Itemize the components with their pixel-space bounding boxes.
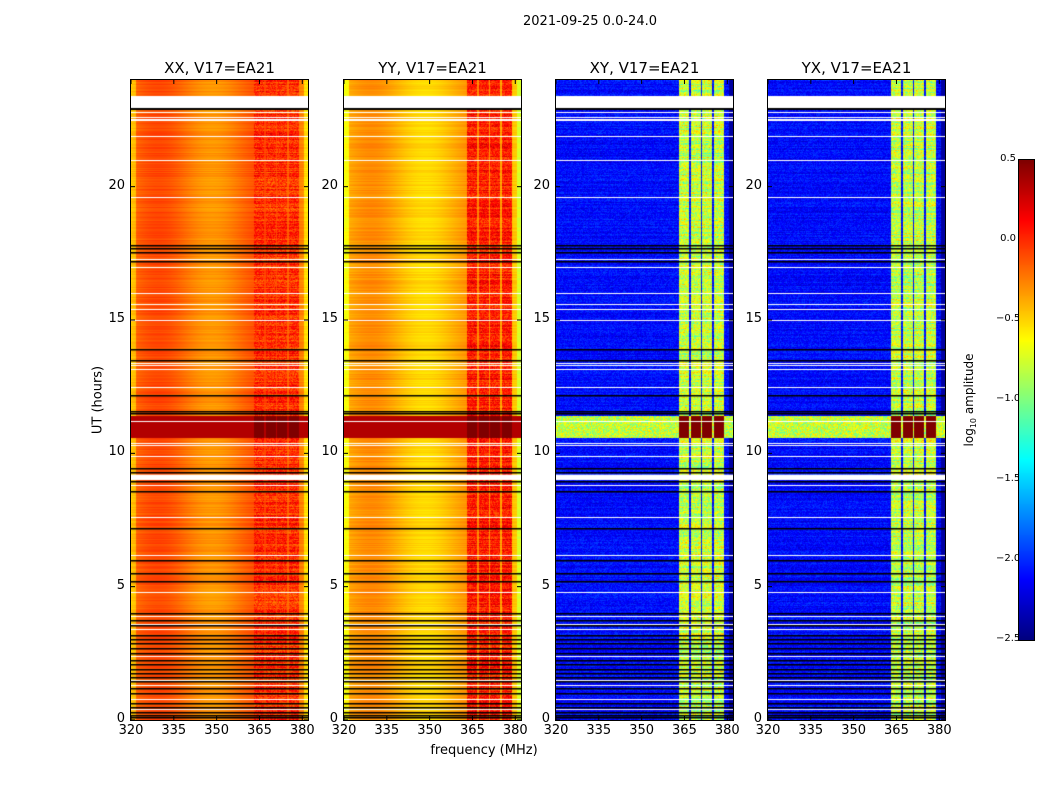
- x-tick-label: 365: [884, 723, 909, 738]
- y-tick-label: 10: [533, 444, 550, 460]
- x-tick-label: 380: [714, 723, 740, 738]
- figure-title: 2021-09-25 0.0-24.0: [523, 14, 657, 29]
- y-tick-label: 0: [753, 711, 762, 726]
- y-tick-label: 5: [753, 577, 762, 593]
- heatmap-yy: [343, 79, 522, 721]
- heatmap-canvas-xy: [556, 80, 733, 720]
- x-tick-label: 335: [161, 723, 187, 738]
- heatmap-yx: [767, 79, 946, 721]
- y-tick-label: 5: [329, 577, 338, 593]
- y-tick-label: 15: [745, 311, 762, 326]
- y-tick-label: 15: [321, 311, 338, 326]
- x-tick-label: 335: [374, 723, 400, 738]
- colorbar-tick-label: −2.0: [996, 553, 1021, 564]
- colorbar-tick-label: −1.5: [996, 473, 1021, 484]
- x-tick-label: 365: [672, 723, 697, 738]
- panel-title-yx: YX, V17=EA21: [801, 59, 912, 77]
- colorbar-tick-label: −0.5: [996, 313, 1021, 324]
- x-tick-label: 350: [417, 723, 443, 738]
- x-tick-label: 320: [755, 723, 781, 738]
- x-tick-label: 320: [331, 723, 357, 738]
- colorbar: [1018, 159, 1035, 641]
- x-tick-label: 350: [841, 723, 867, 738]
- x-axis-label: frequency (MHz): [430, 743, 538, 758]
- y-tick-label: 10: [745, 444, 762, 460]
- x-tick-label: 365: [247, 723, 272, 738]
- x-tick-label: 350: [629, 723, 655, 738]
- y-tick-label: 0: [116, 711, 125, 726]
- panel-title-xx: XX, V17=EA21: [164, 59, 275, 77]
- y-tick-label: 20: [533, 177, 550, 193]
- y-tick-label: 10: [321, 444, 338, 460]
- heatmap-xy: [555, 79, 734, 721]
- y-tick-label: 20: [321, 177, 338, 193]
- x-tick-label: 350: [204, 723, 230, 738]
- heatmap-canvas-yy: [344, 80, 521, 720]
- colorbar-tick-label: 0.0: [1000, 233, 1016, 244]
- colorbar-label: log10 amplitude: [961, 353, 979, 447]
- x-tick-label: 320: [118, 723, 144, 738]
- x-tick-label: 380: [289, 723, 315, 738]
- y-tick-label: 0: [541, 711, 550, 726]
- panel-title-xy: XY, V17=EA21: [589, 59, 700, 77]
- heatmap-canvas-yx: [768, 80, 945, 720]
- x-tick-label: 335: [798, 723, 824, 738]
- y-tick-label: 15: [108, 311, 125, 326]
- heatmap-canvas-xx: [131, 80, 308, 720]
- y-tick-label: 5: [541, 577, 550, 593]
- heatmap-xx: [130, 79, 309, 721]
- x-tick-label: 380: [502, 723, 528, 738]
- x-tick-label: 365: [460, 723, 485, 738]
- y-tick-label: 15: [533, 311, 550, 326]
- y-axis-label: UT (hours): [90, 365, 106, 435]
- x-tick-label: 380: [926, 723, 952, 738]
- panel-title-yy: YY, V17=EA21: [378, 59, 487, 77]
- y-tick-label: 0: [329, 711, 338, 726]
- y-tick-label: 20: [745, 177, 762, 193]
- x-tick-label: 335: [586, 723, 612, 738]
- colorbar-tick-label: −1.0: [996, 393, 1021, 404]
- x-tick-label: 320: [543, 723, 569, 738]
- y-tick-label: 20: [108, 177, 125, 193]
- colorbar-tick-label: 0.5: [1000, 153, 1016, 164]
- y-tick-label: 5: [116, 577, 125, 593]
- colorbar-tick-label: −2.5: [996, 633, 1021, 644]
- y-tick-label: 10: [108, 444, 125, 460]
- colorbar-gradient: [1019, 160, 1034, 640]
